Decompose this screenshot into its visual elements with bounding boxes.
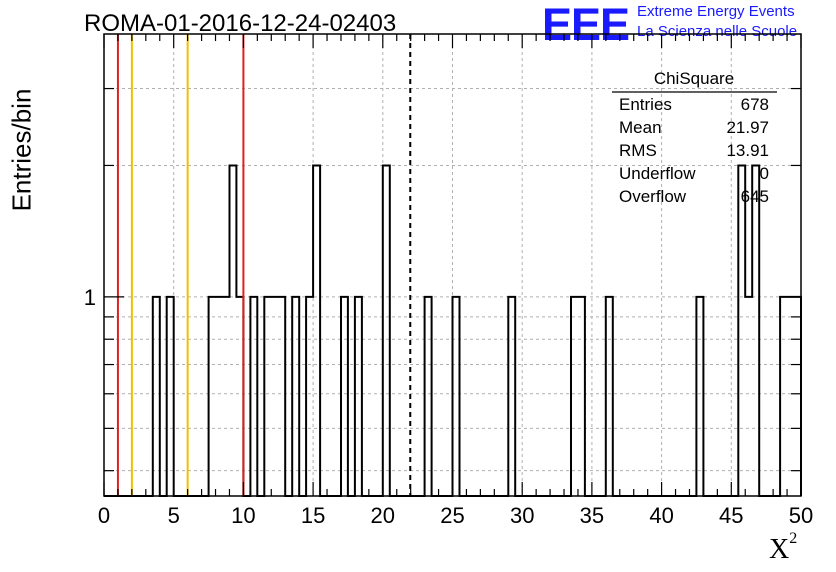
histogram-bin bbox=[787, 297, 794, 496]
histogram-outline bbox=[104, 164, 802, 497]
stats-row-label: RMS bbox=[619, 141, 657, 160]
x-tick-label: 25 bbox=[440, 503, 464, 528]
histogram-bin bbox=[383, 165, 390, 496]
x-tick-label: 5 bbox=[168, 503, 180, 528]
histogram-bin bbox=[571, 297, 578, 496]
histogram-bin bbox=[578, 297, 585, 496]
x-tick-label: 45 bbox=[719, 503, 743, 528]
histogram-bin bbox=[216, 297, 223, 496]
histogram-bin bbox=[222, 297, 229, 496]
x-axis-label-text: X bbox=[769, 534, 790, 565]
x-tick-label: 40 bbox=[649, 503, 673, 528]
stats-row-label: Mean bbox=[619, 118, 662, 137]
histogram-bin bbox=[153, 297, 160, 496]
histogram-bin bbox=[745, 297, 752, 496]
x-tick-label: 15 bbox=[301, 503, 325, 528]
histogram-bin bbox=[236, 297, 243, 496]
x-tick-label: 10 bbox=[231, 503, 255, 528]
histogram-bin bbox=[780, 297, 787, 496]
histogram-bin bbox=[606, 297, 613, 496]
x-tick-label: 30 bbox=[510, 503, 534, 528]
stats-row-value: 13.91 bbox=[726, 141, 769, 160]
stats-title: ChiSquare bbox=[654, 69, 734, 88]
brand-line-2: La Scienza nelle Scuole bbox=[637, 23, 798, 40]
histogram-bin bbox=[278, 297, 285, 496]
histogram-bin bbox=[250, 297, 257, 496]
x-tick-label: 35 bbox=[580, 503, 604, 528]
histogram-bin bbox=[425, 297, 432, 496]
x-axis-label-superscript: 2 bbox=[789, 530, 798, 547]
x-tick-label: 0 bbox=[98, 503, 110, 528]
histogram-bin bbox=[752, 165, 759, 496]
stats-row-value: 21.97 bbox=[726, 118, 769, 137]
x-tick-label: 20 bbox=[371, 503, 395, 528]
histogram-bin bbox=[508, 297, 515, 496]
histogram-bin bbox=[306, 297, 313, 496]
histogram-bin bbox=[696, 297, 703, 496]
chart-title: ROMA-01-2016-12-24-02403 bbox=[84, 10, 397, 37]
histogram-bin bbox=[271, 297, 278, 496]
histogram-bin bbox=[355, 297, 362, 496]
histogram-bin bbox=[313, 165, 320, 496]
y-tick-label: 1 bbox=[84, 285, 96, 310]
histogram-bin bbox=[264, 297, 271, 496]
x-tick-label: 50 bbox=[789, 503, 813, 528]
histogram-bin bbox=[453, 297, 460, 496]
x-axis-label: X2 bbox=[769, 530, 797, 566]
stats-row-value: 645 bbox=[741, 187, 769, 206]
stats-row-value: 678 bbox=[741, 95, 769, 114]
histogram-bin bbox=[794, 297, 801, 496]
histogram-bin bbox=[292, 297, 299, 496]
histogram-bin bbox=[738, 165, 745, 496]
stats-row-label: Underflow bbox=[619, 164, 696, 183]
stats-row-label: Overflow bbox=[619, 187, 687, 206]
eee-logo: EEE bbox=[542, 0, 630, 50]
histogram-bin bbox=[229, 165, 236, 496]
brand-line-1: Extreme Energy Events bbox=[637, 3, 795, 20]
stats-row-value: 0 bbox=[760, 164, 769, 183]
histogram-bin bbox=[167, 297, 174, 496]
stats-row-label: Entries bbox=[619, 95, 672, 114]
